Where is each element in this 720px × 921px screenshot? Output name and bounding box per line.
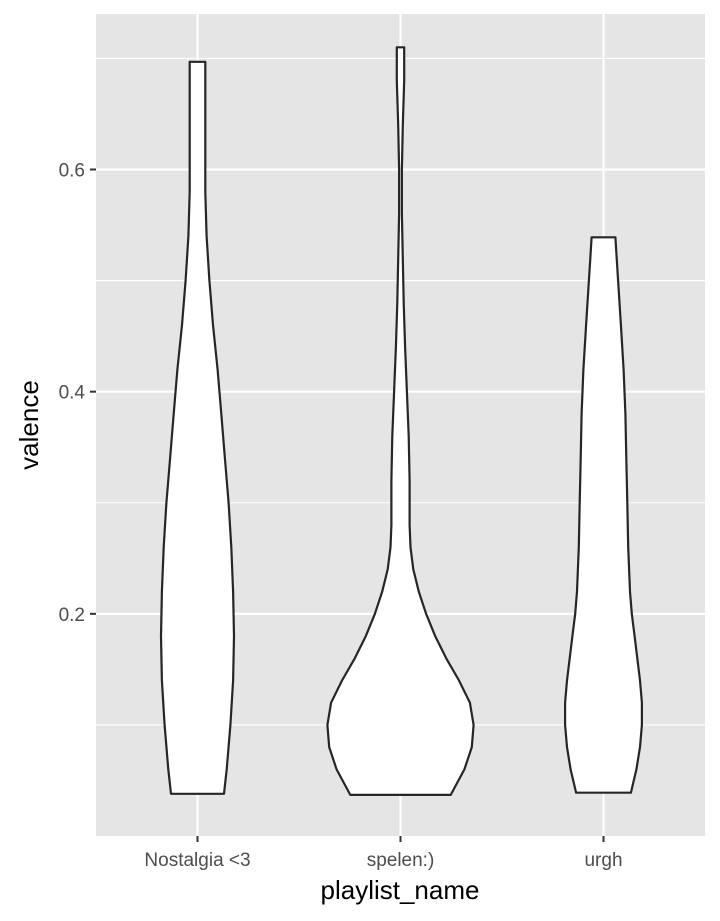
violin-urgh (564, 236, 643, 794)
x-tick-label: spelen:) (367, 850, 435, 871)
x-axis-title: playlist_name (321, 875, 480, 905)
y-axis-title: valence (14, 380, 44, 470)
violin-spelen (326, 46, 475, 796)
violin-nostalgia-3 (159, 60, 236, 795)
y-tick-label: 0.2 (59, 605, 85, 626)
x-tick-label: urgh (584, 850, 622, 871)
x-tick-label: Nostalgia <3 (144, 850, 250, 871)
x-axis: Nostalgia <3 spelen:) urgh (144, 836, 623, 871)
violins (159, 46, 643, 796)
y-axis: 0.2 0.4 0.6 (59, 161, 96, 626)
y-tick-label: 0.4 (59, 383, 86, 404)
y-tick-label: 0.6 (59, 161, 85, 182)
